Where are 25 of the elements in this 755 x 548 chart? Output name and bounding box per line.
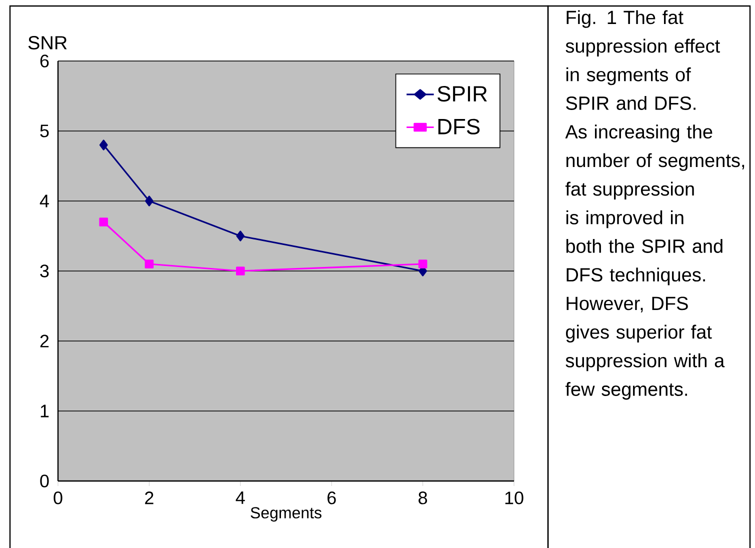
y-tick-label: 3: [40, 264, 49, 278]
x-tick-label: 8: [418, 492, 428, 504]
point: [144, 260, 154, 268]
x-tick-label: 6: [328, 492, 336, 504]
y-tick-label: 6: [40, 54, 49, 68]
point: [236, 266, 245, 276]
x-tick-label: 10: [505, 492, 524, 504]
point: [145, 196, 154, 206]
legend-label: DFS: [438, 118, 480, 134]
x-tick-label: 2: [145, 492, 154, 504]
y-tick-label: 1: [40, 404, 49, 418]
y-axis-title: SNR: [28, 36, 67, 50]
x-tick-label: 0: [54, 492, 62, 504]
x-axis-title: Segments: [250, 507, 322, 522]
text: Fig. 1 The fat suppression effect in segments of SPIR and DFS. As increasing the number of segments, fat suppression is improved in both the SPIR and DFS techniques. However, DFS gives superior fat suppression with a few segments.: [565, 10, 744, 400]
point: [418, 260, 428, 268]
point: [236, 230, 245, 242]
point: [99, 140, 108, 150]
legend-label: SPIR: [438, 86, 487, 102]
y-tick-label: 5: [40, 124, 49, 138]
y-tick-label: 2: [40, 334, 49, 348]
y-tick-label: 4: [40, 194, 49, 208]
point: [99, 218, 108, 226]
x-tick-label: 4: [236, 492, 245, 504]
y-tick-label: 0: [40, 474, 49, 488]
